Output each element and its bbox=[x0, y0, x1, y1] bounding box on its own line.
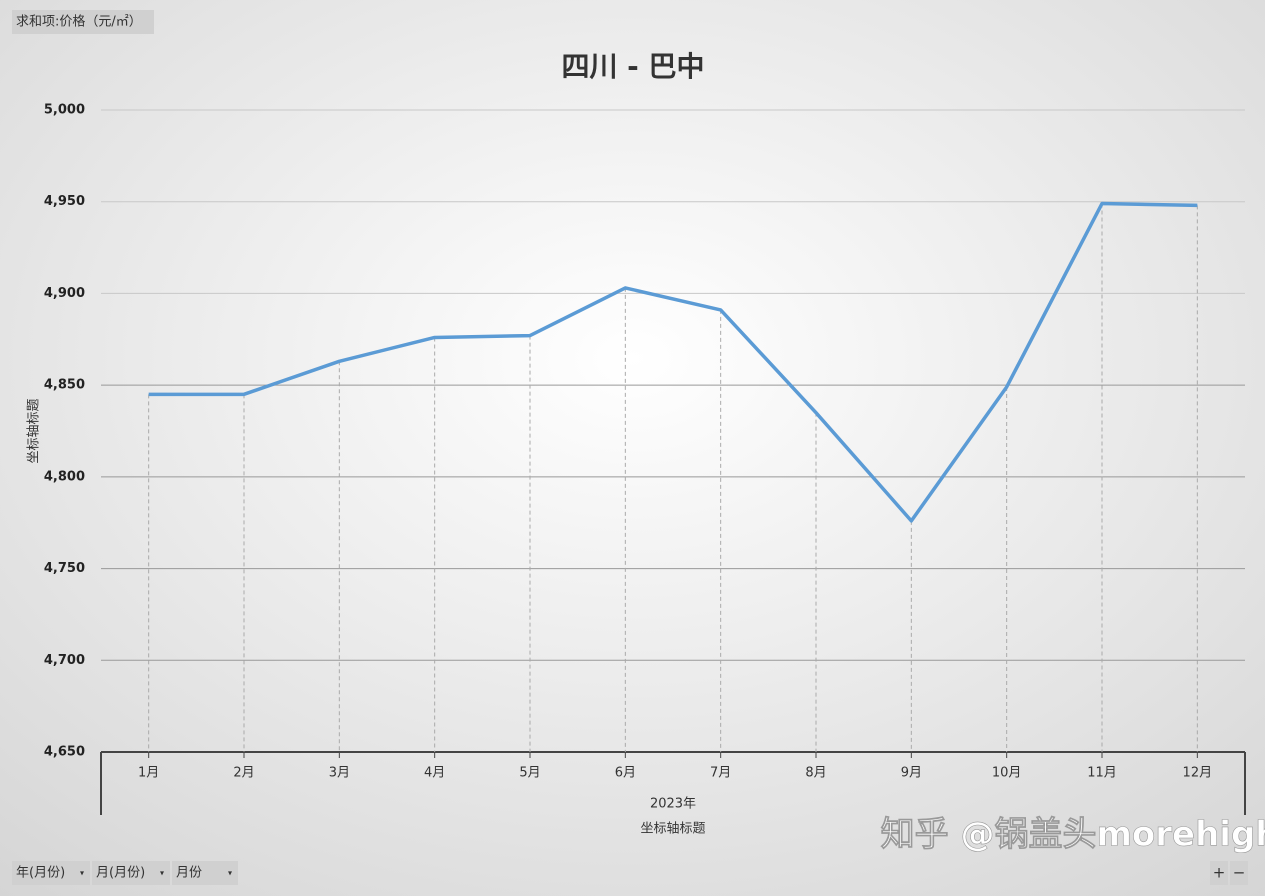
y-tick-label: 4,800 bbox=[44, 469, 85, 484]
dropdown-arrow: ▾ bbox=[80, 869, 84, 878]
field-button-label: 月份 bbox=[176, 866, 202, 881]
x-tick-label: 3月 bbox=[329, 766, 350, 781]
line-series bbox=[148, 201, 1198, 523]
dropdown-arrow: ▾ bbox=[228, 869, 232, 878]
field-button[interactable] bbox=[172, 861, 238, 885]
watermark: 知乎 @锅盖头morehigher bbox=[881, 815, 1265, 855]
x-tick-label: 6月 bbox=[615, 766, 636, 781]
zoom-button-label: − bbox=[1233, 864, 1246, 882]
chart-title: 四川 - 巴中 bbox=[561, 50, 704, 83]
x-tick-label: 9月 bbox=[901, 766, 922, 781]
y-tick-label: 5,000 bbox=[44, 103, 85, 118]
y-tick-label: 4,950 bbox=[44, 194, 85, 209]
value-field: 求和项:价格（元/㎡） bbox=[16, 14, 142, 30]
field-button[interactable] bbox=[12, 861, 90, 885]
x-tick-label: 1月 bbox=[138, 766, 159, 781]
x-tick-label: 2月 bbox=[233, 766, 254, 781]
x-tick-label: 5月 bbox=[519, 766, 540, 781]
x-tick-label: 11月 bbox=[1087, 766, 1117, 781]
y-tick-label: 4,650 bbox=[44, 745, 85, 760]
dropdown-arrow: ▾ bbox=[160, 869, 164, 878]
y-axis-title: 坐标轴标题 bbox=[27, 398, 42, 463]
value-field-button[interactable] bbox=[12, 10, 154, 34]
y-tick-label: 4,750 bbox=[44, 561, 85, 576]
y-tick-label: 4,700 bbox=[44, 653, 85, 668]
field-button-label: 月(月份) bbox=[96, 866, 145, 881]
x-group-label: 2023年 bbox=[650, 797, 696, 812]
x-tick-label: 10月 bbox=[992, 766, 1022, 781]
x-tick-label: 12月 bbox=[1183, 766, 1213, 781]
x-tick-label: 7月 bbox=[710, 766, 731, 781]
x-tick-label: 8月 bbox=[805, 766, 826, 781]
field-button-label: 年(月份) bbox=[16, 866, 65, 881]
y-tick-label: 4,850 bbox=[44, 378, 85, 393]
zoom-button-label: + bbox=[1213, 864, 1226, 882]
field-button[interactable] bbox=[92, 861, 170, 885]
x-tick-label: 4月 bbox=[424, 766, 445, 781]
zoom-button[interactable] bbox=[1230, 861, 1248, 885]
x-axis-title: 坐标轴标题 bbox=[640, 822, 705, 837]
y-tick-label: 4,900 bbox=[44, 286, 85, 301]
zoom-button[interactable] bbox=[1210, 861, 1228, 885]
